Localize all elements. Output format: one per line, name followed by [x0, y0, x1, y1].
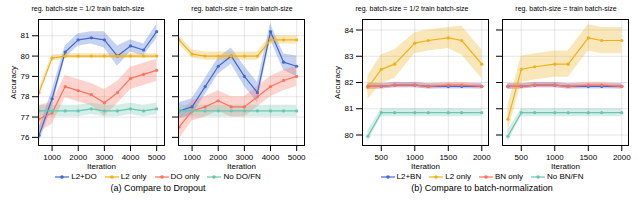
svg-text:1000: 1000 [405, 153, 424, 163]
html-text:(a) Compare to Dropout: (a) Compare to Dropout [110, 183, 206, 193]
svg-text:Iteration: Iteration [227, 162, 256, 171]
svg-text:1500: 1500 [439, 153, 457, 162]
html-text:BN only: BN only [495, 172, 523, 181]
svg-text:2000: 2000 [69, 153, 87, 162]
html-text:No DO/FN: No DO/FN [223, 172, 261, 181]
svg-text:83: 83 [345, 52, 354, 61]
svg-text:2000: 2000 [473, 153, 491, 162]
svg-text:80: 80 [345, 131, 354, 140]
svg-text:78: 78 [21, 92, 30, 101]
html-text:L2+DO: L2+DO [71, 172, 97, 181]
svg-text:80: 80 [21, 52, 30, 61]
svg-text:4000: 4000 [122, 153, 140, 162]
svg-text:5000: 5000 [148, 153, 166, 162]
svg-text:Iteration: Iteration [87, 162, 116, 171]
html-text:No BN/FN: No BN/FN [547, 172, 584, 181]
svg-text:82: 82 [345, 78, 354, 87]
html-text:DO only: DO only [170, 172, 200, 181]
svg-text:1000: 1000 [545, 153, 564, 163]
svg-text:3000: 3000 [235, 153, 254, 163]
svg-text:5000: 5000 [288, 153, 306, 162]
html-text:reg. batch-size = train batch-: reg. batch-size = train batch-size [515, 5, 617, 12]
svg-text:77: 77 [21, 113, 30, 122]
svg-text:500: 500 [375, 153, 389, 162]
svg-text:2000: 2000 [613, 153, 631, 162]
svg-text:3000: 3000 [95, 153, 114, 163]
svg-text:Accuracy: Accuracy [333, 66, 342, 99]
html-text:(b) Compare to batch-normaliza: (b) Compare to batch-normalization [411, 183, 553, 193]
svg-text:1000: 1000 [183, 153, 201, 162]
svg-text:1000: 1000 [43, 153, 61, 162]
svg-text:81: 81 [21, 31, 30, 40]
svg-text:4000: 4000 [262, 153, 280, 162]
html-text:L2 only: L2 only [120, 172, 147, 181]
svg-text:1500: 1500 [579, 153, 597, 162]
svg-text:79: 79 [21, 72, 30, 81]
svg-text:Accuracy: Accuracy [9, 66, 18, 99]
svg-text:81: 81 [345, 104, 354, 113]
svg-text:Iteration: Iteration [411, 162, 440, 171]
svg-text:Iteration: Iteration [551, 162, 580, 171]
svg-text:2000: 2000 [209, 153, 227, 162]
html-text:L2+BN: L2+BN [396, 172, 422, 181]
svg-text:500: 500 [515, 153, 529, 162]
html-text:reg. batch-size = 1/2 train ba: reg. batch-size = 1/2 train batch-size [355, 5, 469, 12]
svg-text:76: 76 [21, 133, 30, 142]
html-text:L2 only: L2 only [445, 172, 471, 181]
html-text:reg. batch-size = 1/2 train ba: reg. batch-size = 1/2 train batch-size [31, 5, 145, 12]
html-text:reg. batch-size = train batch-: reg. batch-size = train batch-size [191, 5, 293, 12]
svg-text:84: 84 [345, 26, 354, 35]
